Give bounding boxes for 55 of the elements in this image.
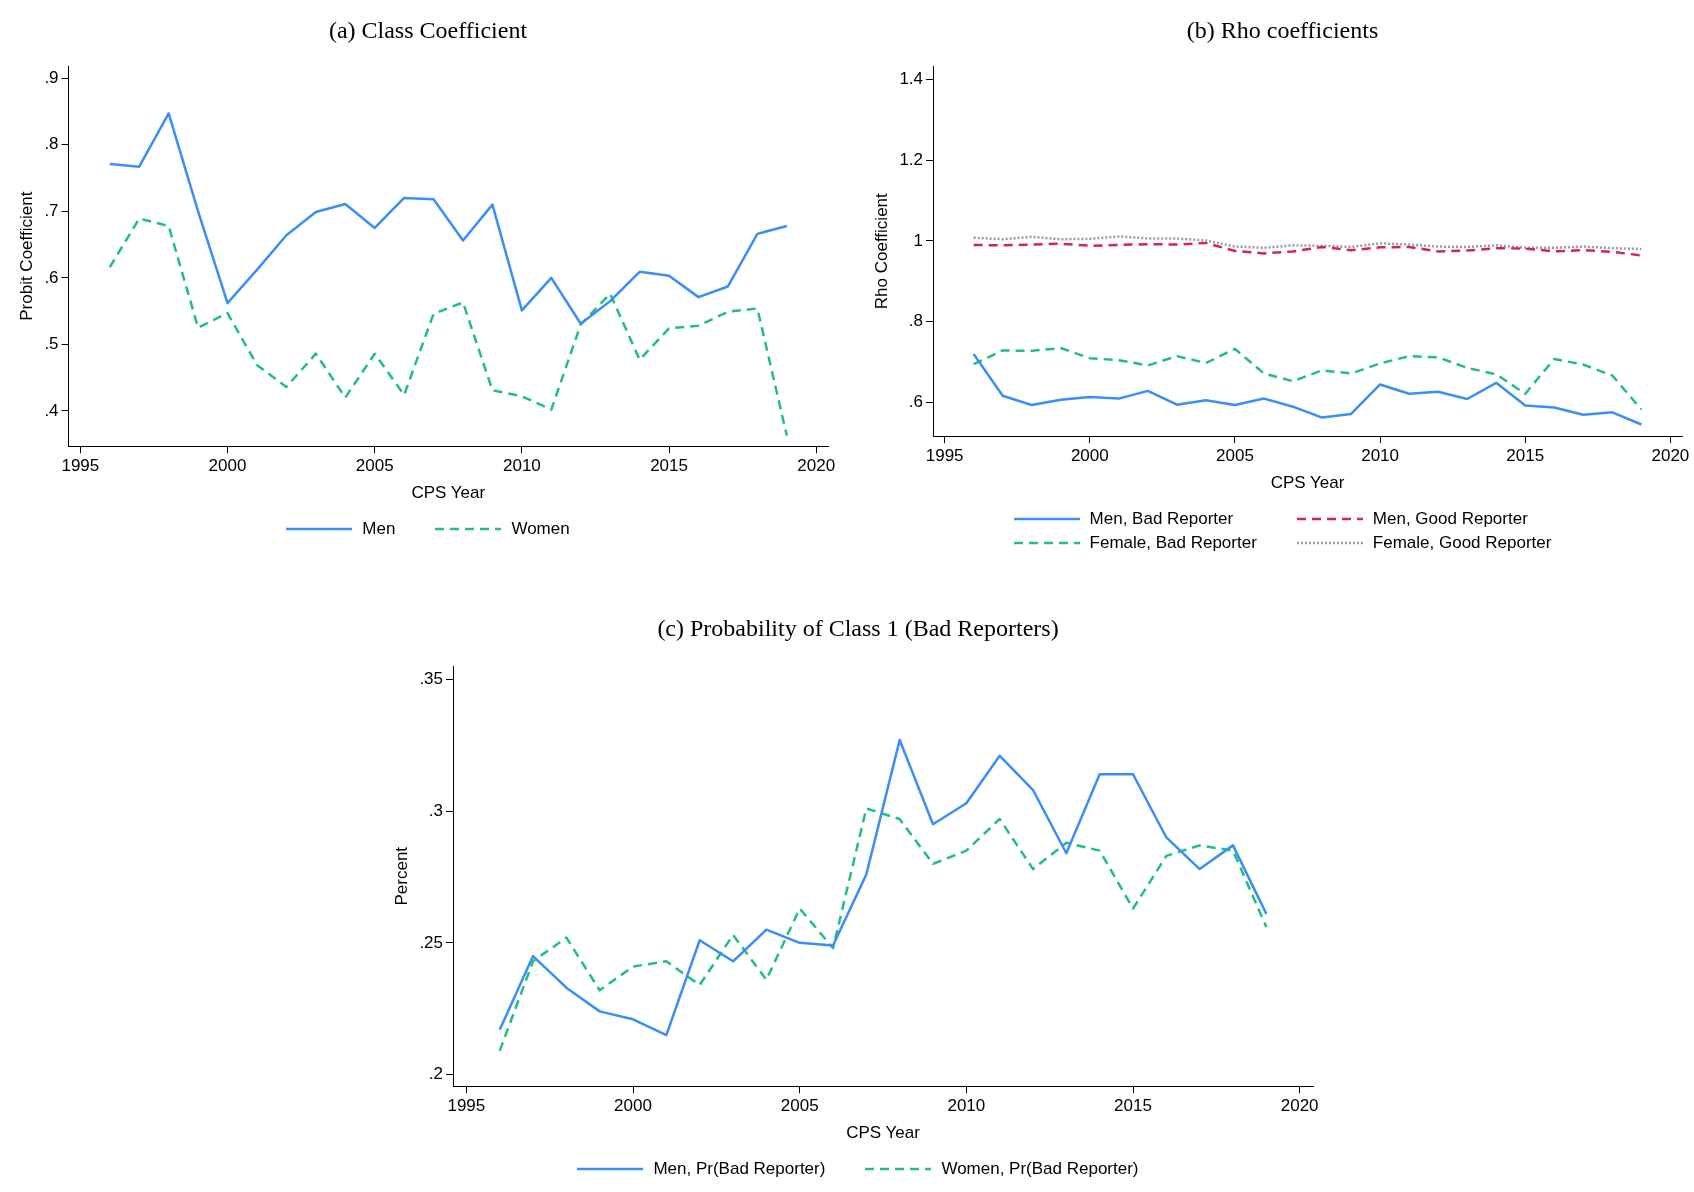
legend-label: Men (362, 519, 396, 539)
line-series (108, 217, 789, 437)
y-tick-label: .6 (908, 392, 924, 412)
y-axis-title: Rho Coefficient (871, 192, 891, 310)
y-tick-label: 1.2 (899, 149, 924, 169)
y-tick-label: .2 (428, 1064, 444, 1084)
legend-label: Women, Pr(Bad Reporter) (941, 1159, 1139, 1179)
y-tick-label: .35 (419, 669, 444, 689)
x-axis-title: CPS Year (1270, 473, 1345, 493)
x-tick-label: 2015 (1114, 1096, 1152, 1116)
line-series (972, 235, 1643, 251)
y-tick-label: .25 (419, 932, 444, 952)
x-tick-label: 2005 (780, 1096, 819, 1116)
x-tick-label: 2010 (1361, 446, 1399, 466)
y-tick-label: 1 (913, 230, 924, 250)
x-tick-label: 2015 (650, 456, 688, 476)
x-axis-title: CPS Year (846, 1123, 921, 1143)
x-tick-label: 2010 (502, 456, 541, 476)
legend-label: Women (511, 519, 570, 539)
legend-label: Female, Good Reporter (1372, 533, 1552, 553)
y-axis-title: Percent (391, 846, 411, 906)
line-series (972, 241, 1643, 257)
x-tick-label: 2000 (1070, 446, 1109, 466)
x-axis-title: CPS Year (411, 483, 486, 503)
y-tick-label: .4 (44, 400, 59, 420)
legend-label: Men, Bad Reporter (1089, 509, 1234, 529)
legend-label: Female, Bad Reporter (1089, 533, 1257, 553)
chart-title: (c) Probability of Class 1 (Bad Reporters) (656, 613, 1060, 643)
legend-label: Men, Pr(Bad Reporter) (653, 1159, 826, 1179)
x-tick-label: 2020 (1280, 1096, 1319, 1116)
y-tick-label: 1.4 (899, 68, 924, 88)
x-tick-label: 2010 (947, 1096, 986, 1116)
x-tick-label: 2015 (1506, 446, 1545, 466)
legend-label: Men, Good Reporter (1372, 509, 1528, 529)
y-tick-label: .9 (44, 67, 59, 87)
y-tick-label: .6 (44, 267, 59, 287)
chart-title: (a) Class Coefficient (327, 16, 529, 45)
x-tick-label: 2020 (1651, 446, 1690, 466)
y-axis-title: Probit Coefficient (16, 191, 36, 321)
x-tick-label: 2020 (797, 456, 836, 476)
y-tick-label: .8 (44, 134, 59, 154)
x-tick-label: 2005 (1216, 446, 1254, 466)
x-tick-label: 2000 (208, 456, 247, 476)
chart-title: (b) Rho coefficients (1185, 16, 1380, 45)
x-tick-label: 2000 (614, 1096, 652, 1116)
line-series (972, 346, 1643, 411)
x-tick-label: 1995 (925, 446, 964, 466)
x-tick-label: 2005 (355, 456, 394, 476)
y-tick-label: .3 (428, 800, 444, 820)
x-tick-label: 1995 (61, 456, 100, 476)
y-tick-label: .5 (44, 334, 59, 354)
x-tick-label: 1995 (447, 1096, 486, 1116)
y-tick-label: .8 (908, 311, 924, 331)
y-tick-label: .7 (44, 200, 59, 220)
line-series (498, 807, 1268, 1053)
